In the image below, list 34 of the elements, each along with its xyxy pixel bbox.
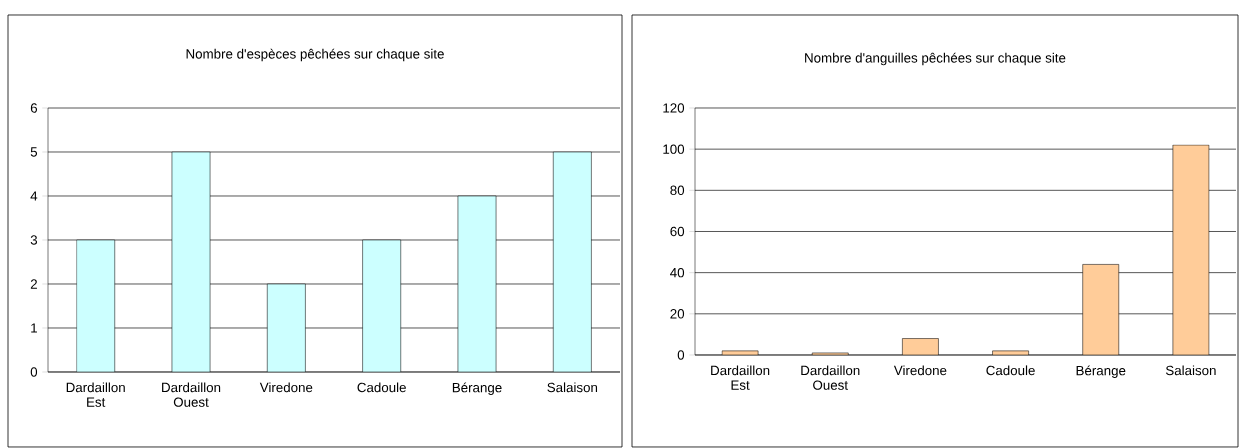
- x-tick-label: Cadoule: [986, 365, 1035, 376]
- x-tick-label: Dardaillon Est: [66, 382, 125, 407]
- bar: [171, 151, 211, 372]
- y-tick-label: 4: [30, 191, 38, 201]
- chart-title: Nombre d'espèces pêchées sur chaque site: [186, 48, 444, 62]
- y-tick-label: 5: [30, 147, 38, 157]
- x-tick-label: Viredone: [893, 365, 947, 376]
- y-tick-label: 80: [670, 185, 685, 196]
- y-tick-label: 3: [30, 235, 38, 245]
- bar: [362, 239, 402, 372]
- y-tick-label: 0: [30, 367, 38, 377]
- y-tick-label: 20: [670, 309, 685, 319]
- bar: [553, 151, 592, 372]
- y-tick-label: 60: [670, 226, 685, 237]
- chart-title: Nombre d'anguilles pêchées sur chaque site: [805, 52, 1066, 66]
- bar: [457, 195, 497, 372]
- x-tick-label: Bérange: [452, 382, 502, 395]
- x-tick-label: Salaison: [1165, 365, 1216, 376]
- x-tick-label: Cadoule: [357, 382, 406, 393]
- y-tick-label: 40: [670, 267, 685, 278]
- x-tick-label: Dardaillon Ouest: [801, 365, 860, 390]
- bar: [267, 283, 306, 372]
- x-tick-label: Dardaillon Ouest: [162, 382, 221, 407]
- y-tick-label: 120: [663, 103, 685, 113]
- bar: [76, 239, 116, 372]
- y-tick-label: 100: [663, 144, 685, 154]
- y-tick-label: 6: [30, 103, 38, 113]
- x-tick-label: Bérange: [1076, 365, 1126, 378]
- x-tick-label: Viredone: [259, 382, 313, 393]
- y-tick-label: 1: [31, 323, 37, 333]
- x-tick-label: Salaison: [547, 382, 598, 393]
- x-tick-label: Dardaillon Est: [711, 365, 770, 390]
- y-tick-label: 2: [30, 279, 37, 289]
- y-tick-label: 0: [677, 350, 685, 360]
